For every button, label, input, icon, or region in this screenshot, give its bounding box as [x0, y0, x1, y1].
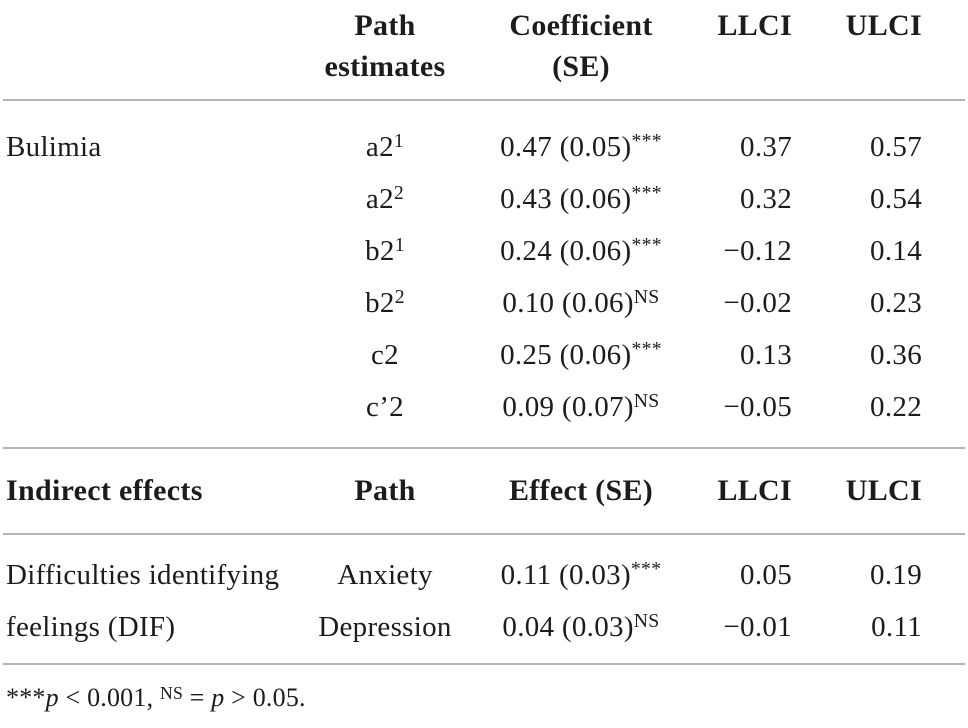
- ulci-value: 0.57: [870, 130, 922, 163]
- path-estimate: a21: [365, 130, 405, 163]
- path-estimate: c2: [371, 338, 399, 371]
- table-footnote: ***p < 0.001, NS = p > 0.05.: [6, 682, 306, 712]
- table-row: c’2 0.09 (0.07)NS −0.05 0.22: [0, 381, 930, 433]
- path-estimate: b22: [365, 286, 405, 319]
- path-superscript: 2: [394, 286, 405, 309]
- row-label: feelings (DIF): [6, 610, 176, 643]
- coefficient-value: 0.47 (0.05)***: [500, 130, 662, 163]
- path-estimate: b21: [365, 234, 405, 267]
- ulci-value: 0.22: [870, 390, 922, 423]
- row-label: Bulimia: [6, 130, 102, 163]
- path-estimate: a22: [365, 182, 405, 215]
- footnote-p: p: [45, 683, 59, 712]
- coefficient-value: 0.24 (0.06)***: [500, 234, 662, 267]
- horizontal-rule: [3, 447, 965, 449]
- table-row: c2 0.25 (0.06)*** 0.13 0.36: [0, 329, 930, 381]
- col-header-ulci: ULCI: [845, 9, 922, 42]
- col-header-path: Path: [354, 474, 416, 507]
- table-row: Bulimia a21 0.47 (0.05)*** 0.37 0.57: [0, 121, 930, 173]
- path-estimate: c’2: [366, 390, 404, 423]
- llci-value: −0.12: [723, 234, 792, 267]
- path-superscript: 1: [394, 234, 405, 257]
- llci-value: 0.32: [740, 182, 792, 215]
- table-header-row: Path estimates Coefficient (SE) LLCI ULC…: [0, 2, 930, 99]
- col-header-effect-se: Effect (SE): [508, 474, 654, 507]
- llci-value: −0.02: [723, 286, 792, 319]
- path-superscript: 1: [393, 130, 405, 153]
- significance-marker: ***: [631, 182, 662, 205]
- coefficient-value: 0.09 (0.07)NS: [502, 390, 660, 423]
- llci-value: −0.05: [723, 390, 792, 423]
- col-header-indirect-effects: Indirect effects: [6, 474, 203, 507]
- significance-marker: ***: [631, 338, 662, 361]
- footnote-p: p: [211, 683, 225, 712]
- llci-value: 0.37: [740, 130, 792, 163]
- significance-marker: ***: [631, 130, 662, 153]
- horizontal-rule: [3, 99, 965, 101]
- llci-value: −0.01: [723, 610, 792, 643]
- llci-value: 0.05: [740, 558, 792, 591]
- ulci-value: 0.23: [870, 286, 922, 319]
- horizontal-rule: [3, 663, 965, 665]
- effect-value: 0.04 (0.03)NS: [502, 610, 660, 643]
- footnote-ns-superscript: NS: [159, 682, 183, 703]
- effect-value: 0.11 (0.03)***: [500, 558, 662, 591]
- footnote-stars: ***: [6, 683, 46, 712]
- horizontal-rule: [3, 533, 965, 535]
- coefficient-value: 0.43 (0.06)***: [500, 182, 662, 215]
- significance-marker: ***: [630, 558, 662, 581]
- ulci-value: 0.19: [870, 558, 922, 591]
- col-header-ulci: ULCI: [845, 474, 922, 507]
- path-name: Depression: [318, 610, 452, 643]
- col-header-coefficient-se: Coefficient (SE): [509, 9, 653, 83]
- path-estimates-rows: Bulimia a21 0.47 (0.05)*** 0.37 0.57 a22…: [0, 101, 968, 447]
- path-name: Anxiety: [337, 558, 433, 591]
- significance-marker: NS: [633, 286, 660, 309]
- row-label: Difficulties identifying: [6, 558, 280, 591]
- ulci-value: 0.11: [871, 610, 922, 643]
- ulci-value: 0.36: [870, 338, 922, 371]
- results-table: Path estimates Coefficient (SE) LLCI ULC…: [0, 2, 968, 712]
- ulci-value: 0.14: [870, 234, 922, 267]
- col-header-llci: LLCI: [717, 9, 792, 42]
- coefficient-value: 0.10 (0.06)NS: [502, 286, 660, 319]
- table-row: b21 0.24 (0.06)*** −0.12 0.14: [0, 225, 930, 277]
- table-row: feelings (DIF) Depression 0.04 (0.03)NS …: [0, 601, 930, 653]
- llci-value: 0.13: [740, 338, 792, 371]
- ulci-value: 0.54: [870, 182, 922, 215]
- col-header-path-estimates: Path estimates: [324, 9, 446, 83]
- significance-marker: ***: [631, 234, 662, 257]
- significance-marker: NS: [633, 390, 660, 413]
- significance-marker: NS: [633, 610, 660, 633]
- table-row: b22 0.10 (0.06)NS −0.02 0.23: [0, 277, 930, 329]
- table-row: a22 0.43 (0.06)*** 0.32 0.54: [0, 173, 930, 225]
- path-superscript: 2: [393, 182, 405, 205]
- coefficient-value: 0.25 (0.06)***: [500, 338, 662, 371]
- indirect-effects-header-row: Indirect effects Path Effect (SE) LLCI U…: [0, 449, 930, 533]
- col-header-llci: LLCI: [717, 474, 792, 507]
- table-row: Difficulties identifying Anxiety 0.11 (0…: [0, 549, 930, 601]
- indirect-effects-rows: Difficulties identifying Anxiety 0.11 (0…: [0, 535, 968, 663]
